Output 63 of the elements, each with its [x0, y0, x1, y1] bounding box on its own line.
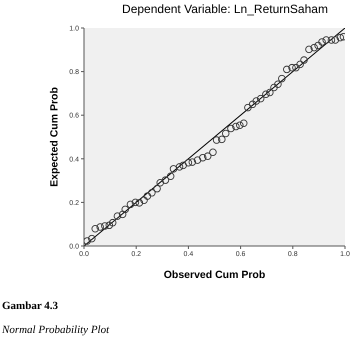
- point: [184, 158, 192, 166]
- y-axis-title: Expected Cum Prob: [48, 87, 61, 187]
- point: [218, 136, 226, 144]
- point: [170, 165, 178, 173]
- point: [288, 64, 296, 72]
- point: [292, 64, 300, 72]
- point: [252, 97, 260, 105]
- point: [179, 162, 187, 170]
- point: [108, 218, 116, 226]
- point: [256, 94, 264, 102]
- point: [274, 80, 282, 88]
- point: [328, 36, 336, 44]
- point: [88, 234, 96, 242]
- point: [166, 172, 174, 180]
- point: [96, 223, 104, 231]
- point: [240, 120, 248, 128]
- point: [153, 184, 161, 192]
- point: [148, 189, 156, 197]
- point: [278, 74, 286, 82]
- point: [91, 225, 99, 233]
- point: [176, 163, 184, 171]
- point: [248, 100, 256, 108]
- point: [209, 148, 217, 156]
- point: [121, 206, 129, 214]
- point: [101, 222, 109, 230]
- point: [266, 88, 274, 96]
- point: [84, 237, 91, 245]
- point: [244, 104, 252, 112]
- point: [305, 46, 313, 54]
- chart-title: Dependent Variable: Ln_ReturnSaham: [121, 2, 329, 16]
- point: [156, 179, 164, 187]
- x-axis-title: Observed Cum Prob: [164, 269, 266, 281]
- point: [283, 66, 291, 74]
- point: [199, 154, 207, 162]
- point: [336, 34, 344, 42]
- point: [236, 121, 244, 129]
- point: [204, 152, 212, 160]
- point: [106, 222, 114, 230]
- point: [132, 198, 140, 206]
- point: [140, 196, 148, 204]
- point: [126, 200, 134, 208]
- point: [136, 199, 144, 207]
- text: Gambar 4.3: [2, 300, 58, 312]
- point: [300, 56, 308, 64]
- point: [162, 176, 170, 184]
- point: [144, 192, 152, 200]
- point: [296, 60, 304, 68]
- point: [227, 124, 235, 132]
- text: Normal Probability Plot: [2, 324, 110, 336]
- point: [232, 122, 240, 130]
- point: [118, 210, 126, 218]
- point: [318, 38, 326, 46]
- point: [270, 84, 278, 92]
- point: [188, 158, 196, 166]
- point: [222, 130, 230, 138]
- point: [310, 44, 318, 52]
- point: [322, 36, 330, 44]
- point: [114, 212, 122, 220]
- point: [212, 136, 220, 144]
- point: [194, 156, 202, 164]
- point: [262, 90, 270, 98]
- point: [332, 36, 340, 44]
- point: [314, 42, 322, 50]
